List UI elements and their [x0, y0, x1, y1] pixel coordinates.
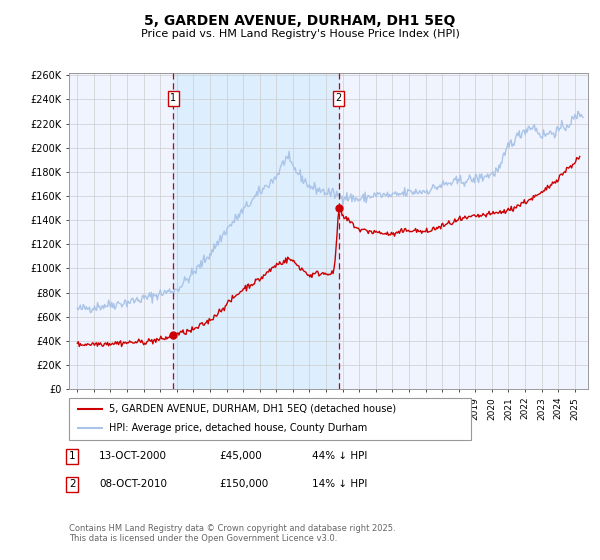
Text: 08-OCT-2010: 08-OCT-2010 [99, 479, 167, 489]
Text: 44% ↓ HPI: 44% ↓ HPI [312, 451, 367, 461]
Text: 1: 1 [69, 451, 76, 461]
Text: 2: 2 [69, 479, 76, 489]
Text: 5, GARDEN AVENUE, DURHAM, DH1 5EQ (detached house): 5, GARDEN AVENUE, DURHAM, DH1 5EQ (detac… [109, 404, 397, 414]
Text: HPI: Average price, detached house, County Durham: HPI: Average price, detached house, Coun… [109, 423, 367, 433]
Text: Price paid vs. HM Land Registry's House Price Index (HPI): Price paid vs. HM Land Registry's House … [140, 29, 460, 39]
Text: 1: 1 [170, 93, 176, 103]
Text: £45,000: £45,000 [219, 451, 262, 461]
Text: 14% ↓ HPI: 14% ↓ HPI [312, 479, 367, 489]
Text: 2: 2 [335, 93, 342, 103]
Text: 5, GARDEN AVENUE, DURHAM, DH1 5EQ: 5, GARDEN AVENUE, DURHAM, DH1 5EQ [145, 14, 455, 28]
Bar [173, 73, 339, 389]
Text: Contains HM Land Registry data © Crown copyright and database right 2025.
This d: Contains HM Land Registry data © Crown c… [69, 524, 395, 543]
FancyBboxPatch shape [69, 398, 471, 440]
Text: £150,000: £150,000 [219, 479, 268, 489]
Text: 13-OCT-2000: 13-OCT-2000 [99, 451, 167, 461]
